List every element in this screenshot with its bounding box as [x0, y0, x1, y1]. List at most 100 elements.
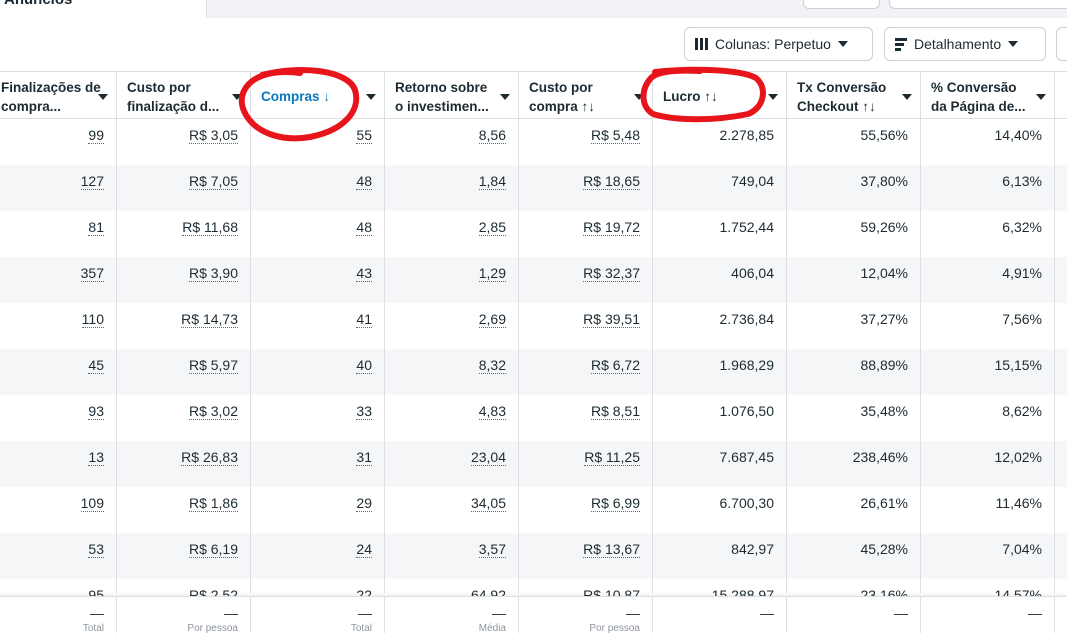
- date-range-button[interactable]: [889, 0, 1067, 9]
- cell-roas[interactable]: 23,04: [385, 441, 519, 487]
- column-header-label: % Conversão da Página de...: [931, 80, 1026, 114]
- cell-checkout-rate: 238,46%: [787, 441, 921, 487]
- cell-purchases[interactable]: 55: [251, 119, 385, 165]
- cell-roas[interactable]: 2,69: [385, 303, 519, 349]
- caret-down-icon[interactable]: [500, 94, 510, 100]
- caret-down-icon[interactable]: [902, 94, 912, 100]
- table-row[interactable]: 93 R$ 3,02 33 4,83 R$ 8,51 1.076,50 35,48% 8,62…: [0, 395, 1067, 441]
- cell-checkouts[interactable]: 45: [0, 349, 117, 395]
- caret-down-icon[interactable]: [366, 94, 376, 100]
- cell-cost-per-purchase[interactable]: R$ 13,67: [519, 533, 653, 579]
- table-row[interactable]: 127 R$ 7,05 48 1,84 R$ 18,65 749,04 37,80% 6,13…: [0, 165, 1067, 211]
- cell-cost-per-checkout[interactable]: R$ 2,52: [117, 579, 251, 604]
- cell-purchases[interactable]: 41: [251, 303, 385, 349]
- caret-down-icon[interactable]: [232, 94, 242, 100]
- cell-purchases[interactable]: 29: [251, 487, 385, 533]
- cell-cost-per-purchase[interactable]: R$ 5,48: [519, 119, 653, 165]
- cell-roas[interactable]: 8,32: [385, 349, 519, 395]
- cell-value: 24: [356, 541, 372, 558]
- cell-cost-per-purchase[interactable]: R$ 6,72: [519, 349, 653, 395]
- cell-roas[interactable]: 3,57: [385, 533, 519, 579]
- column-header-purchases[interactable]: Compras ↓: [251, 72, 385, 118]
- cell-checkouts[interactable]: 357: [0, 257, 117, 303]
- columns-button[interactable]: Colunas: Perpetuo: [684, 27, 873, 61]
- cell-cost-per-checkout[interactable]: R$ 3,90: [117, 257, 251, 303]
- cell-cost-per-checkout[interactable]: R$ 11,68: [117, 211, 251, 257]
- table-row[interactable]: 110 R$ 14,73 41 2,69 R$ 39,51 2.736,84 37,27% 7…: [0, 303, 1067, 349]
- column-header-checkouts[interactable]: Finalizações de compra...: [0, 72, 117, 118]
- table-row[interactable]: 99 R$ 3,05 55 8,56 R$ 5,48 2.278,85 55,56% 14,4…: [0, 119, 1067, 165]
- cell-cost-per-purchase[interactable]: R$ 32,37: [519, 257, 653, 303]
- cell-purchases[interactable]: 40: [251, 349, 385, 395]
- cell-purchases[interactable]: 43: [251, 257, 385, 303]
- cell-purchases[interactable]: 24: [251, 533, 385, 579]
- table-row[interactable]: 81 R$ 11,68 48 2,85 R$ 19,72 1.752,44 59,26% 6,…: [0, 211, 1067, 257]
- column-header-label: Custo por compra ↑↓: [529, 80, 596, 114]
- cell-cost-per-purchase[interactable]: R$ 19,72: [519, 211, 653, 257]
- cell-cost-per-checkout[interactable]: R$ 3,02: [117, 395, 251, 441]
- cell-purchases[interactable]: 33: [251, 395, 385, 441]
- cell-roas[interactable]: 2,85: [385, 211, 519, 257]
- cell-cost-per-checkout[interactable]: R$ 5,97: [117, 349, 251, 395]
- cell-cost-per-checkout[interactable]: R$ 7,05: [117, 165, 251, 211]
- cell-value: 4,83: [478, 403, 506, 420]
- cell-checkouts[interactable]: 13: [0, 441, 117, 487]
- summary-row: — Total — Por pessoa — Total — Média — Por pessoa…: [0, 596, 1067, 633]
- tab-ads[interactable]: Anúncios: [0, 0, 207, 18]
- column-header-page-conversion[interactable]: % Conversão da Página de...: [921, 72, 1055, 118]
- cell-value: 81: [88, 219, 104, 236]
- cell-checkouts[interactable]: 109: [0, 487, 117, 533]
- cell-checkouts[interactable]: 110: [0, 303, 117, 349]
- cell-checkouts[interactable]: 81: [0, 211, 117, 257]
- cell-checkouts[interactable]: 127: [0, 165, 117, 211]
- cell-checkouts[interactable]: 53: [0, 533, 117, 579]
- cell-purchases[interactable]: 48: [251, 165, 385, 211]
- more-button[interactable]: [1056, 27, 1067, 61]
- cell-cost-per-checkout[interactable]: R$ 14,73: [117, 303, 251, 349]
- column-header-next[interactable]: [1055, 72, 1067, 118]
- cell-purchases[interactable]: 22: [251, 579, 385, 604]
- table-row[interactable]: 53 R$ 6,19 24 3,57 R$ 13,67 842,97 45,28% 7,04%: [0, 533, 1067, 579]
- table-row[interactable]: 95 R$ 2,52 22 64,92 R$ 10,87 15.288,97 23,16% 1…: [0, 579, 1067, 604]
- view-toggle-button[interactable]: [803, 0, 880, 9]
- cell-roas[interactable]: 1,29: [385, 257, 519, 303]
- table-row[interactable]: 45 R$ 5,97 40 8,32 R$ 6,72 1.968,29 88,89% 15,1…: [0, 349, 1067, 395]
- cell-roas[interactable]: 1,84: [385, 165, 519, 211]
- cell-cost-per-checkout[interactable]: R$ 26,83: [117, 441, 251, 487]
- cell-roas[interactable]: 64,92: [385, 579, 519, 604]
- summary-value: —: [894, 605, 908, 621]
- caret-down-icon[interactable]: [98, 94, 108, 100]
- cell-cost-per-checkout[interactable]: R$ 3,05: [117, 119, 251, 165]
- cell-cost-per-checkout[interactable]: R$ 1,86: [117, 487, 251, 533]
- summary-value: —: [760, 605, 774, 621]
- cell-roas[interactable]: 4,83: [385, 395, 519, 441]
- cell-cost-per-purchase[interactable]: R$ 10,87: [519, 579, 653, 604]
- breakdown-button[interactable]: Detalhamento: [884, 27, 1046, 61]
- column-header-checkout-rate[interactable]: Tx Conversão Checkout ↑↓: [787, 72, 921, 118]
- cell-roas[interactable]: 34,05: [385, 487, 519, 533]
- cell-cost-per-purchase[interactable]: R$ 6,99: [519, 487, 653, 533]
- cell-checkouts[interactable]: 99: [0, 119, 117, 165]
- table-row[interactable]: 109 R$ 1,86 29 34,05 R$ 6,99 6.700,30 26,61% 11…: [0, 487, 1067, 533]
- cell-purchases[interactable]: 48: [251, 211, 385, 257]
- table-row[interactable]: 357 R$ 3,90 43 1,29 R$ 32,37 406,04 12,04% 4,91…: [0, 257, 1067, 303]
- cell-checkouts[interactable]: 93: [0, 395, 117, 441]
- cell-cost-per-purchase[interactable]: R$ 11,25: [519, 441, 653, 487]
- cell-cost-per-checkout[interactable]: R$ 6,19: [117, 533, 251, 579]
- column-header-profit[interactable]: Lucro ↑↓: [653, 72, 787, 118]
- cell-checkouts[interactable]: 95: [0, 579, 117, 604]
- cell-cost-per-purchase[interactable]: R$ 39,51: [519, 303, 653, 349]
- caret-down-icon[interactable]: [1036, 94, 1046, 100]
- column-header-roas[interactable]: Retorno sobre o investimen...: [385, 72, 519, 118]
- cell-roas[interactable]: 8,56: [385, 119, 519, 165]
- cell-cost-per-purchase[interactable]: R$ 18,65: [519, 165, 653, 211]
- cell-cost-per-purchase[interactable]: R$ 8,51: [519, 395, 653, 441]
- cell-value: 45,28%: [860, 541, 908, 557]
- table-row[interactable]: 13 R$ 26,83 31 23,04 R$ 11,25 7.687,45 238,46%…: [0, 441, 1067, 487]
- caret-down-icon[interactable]: [768, 94, 778, 100]
- column-header-cost-per-checkout[interactable]: Custo por finalização d...: [117, 72, 251, 118]
- cell-value: R$ 18,65: [583, 173, 640, 190]
- column-header-cost-per-purchase[interactable]: Custo por compra ↑↓: [519, 72, 653, 118]
- caret-down-icon[interactable]: [634, 94, 644, 100]
- cell-purchases[interactable]: 31: [251, 441, 385, 487]
